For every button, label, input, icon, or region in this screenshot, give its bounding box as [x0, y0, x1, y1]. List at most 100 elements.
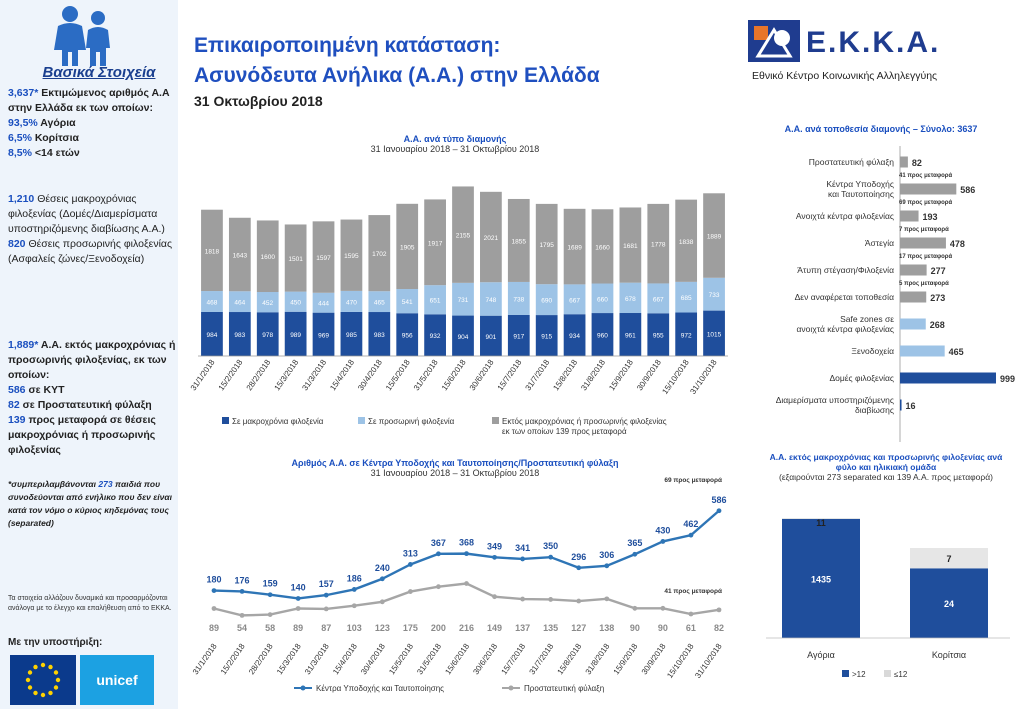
bar-value-label: 960 — [597, 333, 608, 340]
outside-care-text: Α.Α. εκτός μακροχρόνιας ή προσωρινής φιλ… — [8, 339, 176, 381]
bar-value-label: 1855 — [512, 238, 527, 245]
x-tick-label: 31/5/2018 — [412, 358, 440, 393]
line-data-label: 180 — [206, 575, 221, 585]
x-tick-label: 28/2/2018 — [247, 642, 275, 677]
hbar-value-label: 193 — [923, 212, 938, 222]
line-data-label: 350 — [543, 541, 558, 551]
x-tick-label: 15/2/2018 — [217, 358, 245, 393]
x-tick-label: 30/4/2018 — [356, 358, 384, 393]
separated-note-number: 273 — [98, 479, 113, 489]
bar-31/10/2018-s1 — [703, 277, 725, 311]
hbar-value-label: 999 — [1000, 374, 1015, 384]
line-point — [464, 551, 469, 557]
bar-15/5/2018-s2 — [396, 203, 419, 290]
line-data-label: 135 — [543, 623, 558, 633]
bar-15/3/2018-s0 — [284, 311, 307, 356]
bar-value-label: 1501 — [288, 256, 303, 263]
x-tick-label: 31/7/2018 — [528, 642, 556, 677]
line-point — [295, 596, 301, 601]
x-tick-label: 15/2/2018 — [219, 642, 247, 677]
separated-note-post: παιδιά που συνοδεύονται από ενήλικο που … — [8, 479, 173, 528]
bar-15/2/2018-s0 — [228, 312, 251, 356]
bar-value-label: 660 — [597, 296, 608, 303]
x-tick-label: 15/10/2018 — [665, 642, 696, 680]
bar-value-label: 961 — [625, 333, 636, 340]
hbar-category-label: Δεν αναφέρεται τοποθεσία — [795, 292, 894, 302]
sidebar-title: Βασικά Στοιχεία — [42, 64, 156, 81]
separated-note: *συμπεριλαμβάνονται 273 παιδιά που συνοδ… — [8, 478, 176, 530]
legend-label: Εκτός μακροχρόνιας ή προσωρινής φιλοξενί… — [502, 417, 667, 426]
line-point — [576, 598, 582, 604]
eu-star-icon — [48, 690, 53, 696]
bar-15/2/2018-s2 — [228, 217, 251, 292]
line-data-label: 89 — [293, 623, 303, 633]
bar-28/2/2018-s0 — [256, 312, 279, 356]
bar-15/8/2018-s0 — [563, 314, 586, 356]
x-tick-label: 31/3/2018 — [300, 358, 328, 393]
bar-value-label: 1660 — [595, 244, 610, 251]
legend-marker — [508, 685, 514, 691]
bar-value-label: 678 — [625, 296, 636, 303]
bar-value-label: 651 — [430, 298, 441, 305]
bar-value-label: 904 — [458, 334, 469, 341]
bar-15/7/2018-s2 — [507, 198, 530, 282]
line-point — [436, 551, 441, 557]
bar-value-label: 1597 — [316, 255, 331, 262]
gender-bar-Αγόρια-s0 — [782, 518, 860, 638]
line-point — [239, 588, 245, 594]
key-facts-block-3: 1,889* Α.Α. εκτός μακροχρόνιας ή προσωρι… — [8, 338, 176, 458]
line-data-label: 586 — [711, 495, 726, 505]
gender-bar-Κορίτσια-s1 — [910, 548, 988, 569]
bar-15/6/2018-s2 — [452, 186, 474, 283]
x-tick-label: 31/8/2018 — [579, 358, 607, 393]
x-tick-label: 15/4/2018 — [328, 358, 356, 393]
bar-value-label: 917 — [513, 333, 524, 340]
girls-pct-text: Κορίτσια — [31, 132, 79, 144]
line-data-label: 127 — [571, 623, 586, 633]
bar-15/7/2018-s0 — [507, 314, 530, 356]
bar-value-label: 969 — [318, 332, 329, 339]
hbar-0 — [900, 156, 908, 168]
bar-31/10/2018-s0 — [703, 310, 725, 356]
bar-31/10/2018-s2 — [703, 193, 725, 278]
long-term-places-value: 1,210 — [8, 193, 35, 205]
ekka-logo-text: Ε.Κ.Κ.Α. — [806, 26, 941, 59]
line-point — [379, 576, 385, 582]
x-tick-label: 15/10/2018 — [660, 358, 691, 396]
bar-31/8/2018-s0 — [591, 313, 614, 356]
x-tick-label: 31/7/2018 — [524, 358, 552, 393]
line-point — [323, 606, 329, 612]
temporary-places-value: 820 — [8, 238, 26, 250]
chart3-title: Α.Α. ανά τοποθεσία διαμονής – Σύνολο: 36… — [784, 124, 978, 134]
hbar-sub-label: 17 προς μεταφορά — [899, 254, 952, 260]
line-data-label: 368 — [459, 538, 474, 548]
bar-15/9/2018-s0 — [619, 313, 642, 356]
bar-value-label: 984 — [207, 332, 218, 339]
hbar-value-label: 82 — [912, 158, 922, 168]
bar-value-label: 1838 — [679, 239, 694, 246]
line-data-label: 313 — [403, 548, 418, 558]
bar-value-label: 468 — [207, 300, 218, 307]
bar-value-label: 733 — [709, 292, 720, 299]
line-data-label: 103 — [347, 623, 362, 633]
line-data-label: 54 — [237, 623, 247, 633]
line-data-label: 349 — [487, 541, 502, 551]
legend-label: Κέντρα Υποδοχής και Ταυτοποίησης — [316, 684, 444, 693]
hbar-9 — [900, 399, 902, 411]
line-point — [520, 556, 526, 562]
line-data-label: 176 — [235, 575, 250, 585]
line-data-label: 175 — [403, 623, 418, 633]
line-data-label: 367 — [431, 538, 446, 548]
line-point — [688, 532, 694, 538]
bar-value-label: 983 — [374, 332, 385, 339]
bar-31/8/2018-s2 — [591, 209, 614, 284]
legend-label-cont: εκ των οποίων 139 προς μεταφορά — [502, 427, 627, 436]
chart1-title: Α.Α. ανά τύπο διαμονής — [403, 134, 507, 144]
children-icon — [54, 6, 110, 66]
eu-flag-logo — [10, 655, 76, 705]
legend-label: Σε μακροχρόνια φιλοξενία — [232, 417, 324, 426]
outside-care-value: 1,889* — [8, 339, 39, 351]
hbar-category-label: Δομές φιλοξενίας — [829, 373, 894, 383]
hbar-value-label: 16 — [906, 401, 916, 411]
bar-15/4/2018-s2 — [340, 219, 363, 291]
